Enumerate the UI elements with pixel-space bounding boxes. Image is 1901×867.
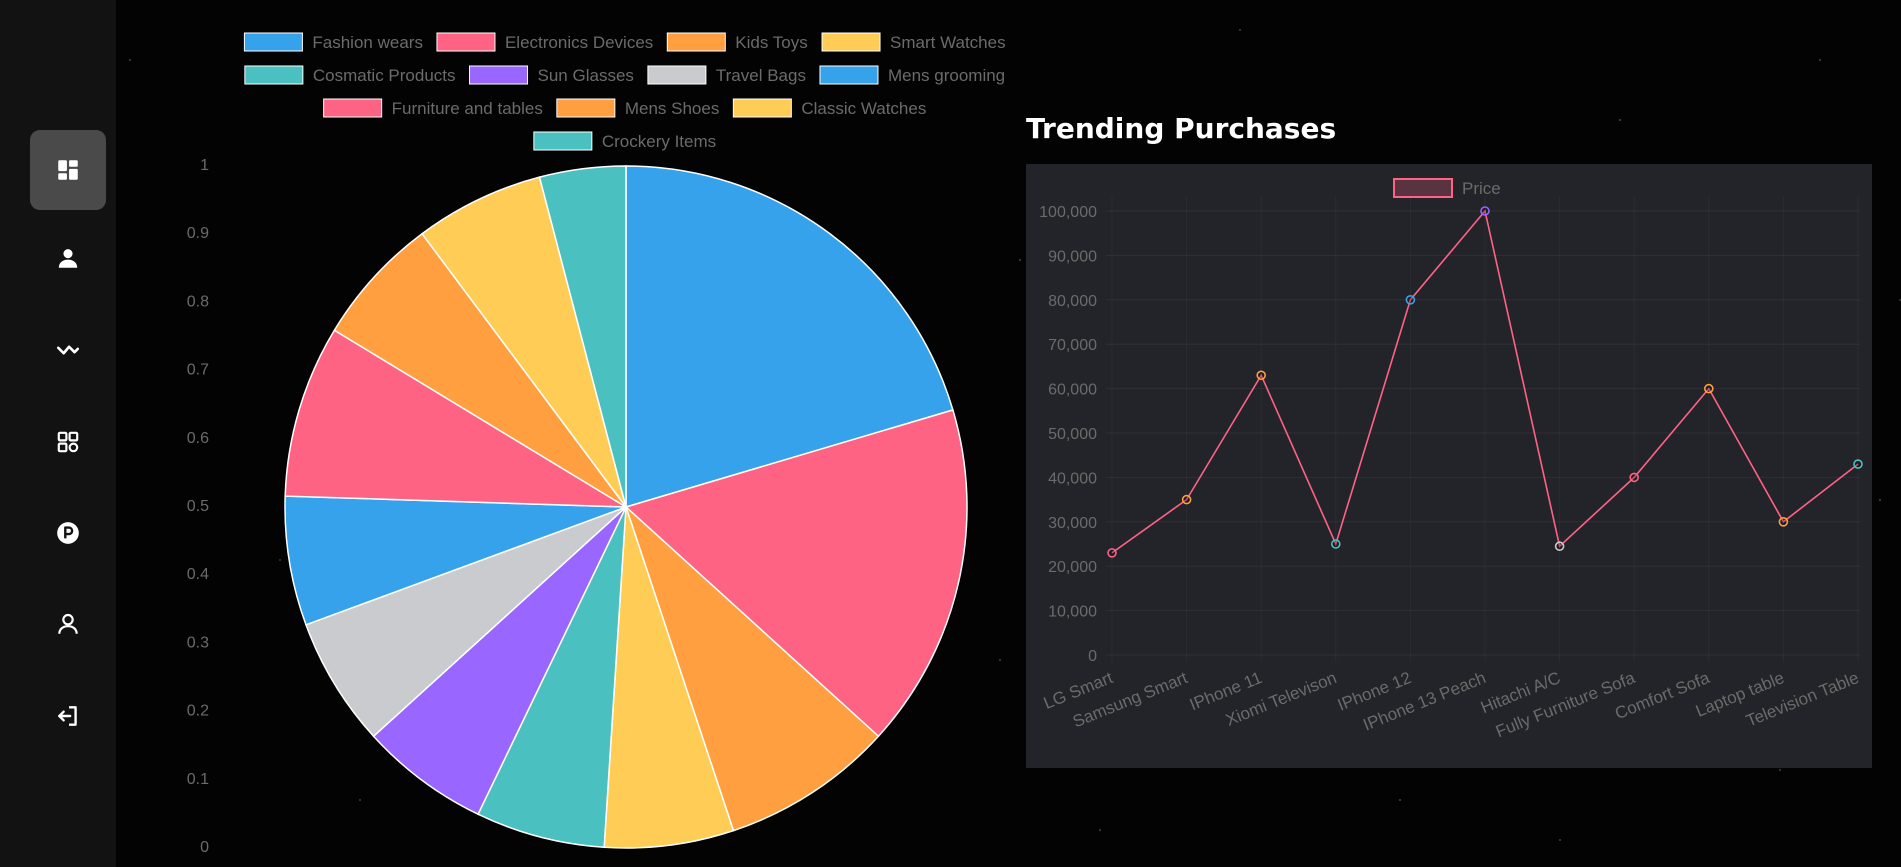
data-point [1107, 548, 1117, 558]
nav-parking[interactable] [30, 493, 106, 573]
legend-label: Classic Watches [801, 99, 926, 118]
category-pie-chart: Fashion wears Electronics Devices Kids Toy… [187, 32, 1006, 856]
y-tick-label: 40,000 [1048, 470, 1097, 487]
legend-label: Electronics Devices [505, 33, 653, 52]
y-tick-label: 0.8 [187, 293, 209, 310]
y-tick-label: 70,000 [1048, 337, 1097, 354]
y-tick-label: 50,000 [1048, 426, 1097, 443]
data-point [1853, 459, 1863, 469]
price-line [1111, 209, 1859, 554]
data-point [1704, 383, 1714, 394]
y-tick-label: 0.9 [187, 225, 209, 242]
pie-slice [624, 409, 968, 738]
legend-swatch [244, 65, 304, 85]
data-point [1405, 294, 1416, 305]
line-chart-panel [1026, 164, 1872, 768]
nav-profile[interactable] [30, 584, 106, 664]
legend-label: Smart Watches [890, 33, 1006, 52]
data-point [1778, 516, 1789, 527]
pie-slice [625, 165, 954, 509]
data-point [1554, 541, 1565, 552]
nav-user[interactable] [30, 218, 106, 298]
profile-icon [58, 613, 78, 634]
legend-label: Kids Toys [735, 33, 807, 52]
y-tick-label: 0.2 [187, 703, 209, 720]
y-tick-label: 100,000 [1039, 204, 1097, 221]
dashboard-icon [58, 160, 78, 180]
pie-slice [603, 506, 735, 849]
nav-dashboard[interactable] [30, 130, 106, 210]
legend-label: Price [1462, 179, 1501, 198]
pie-slice [477, 506, 627, 849]
pie-slice [333, 232, 627, 508]
data-point [1256, 370, 1266, 381]
parking-icon [57, 522, 79, 544]
y-tick-label: 60,000 [1048, 382, 1097, 399]
legend-swatch [323, 98, 383, 118]
nav-analytics[interactable] [30, 310, 106, 390]
y-tick-label: 30,000 [1048, 515, 1097, 532]
nav-logout[interactable] [30, 676, 106, 756]
pie-slice [284, 329, 629, 508]
y-tick-label: 0 [1088, 648, 1097, 665]
data-point [1480, 206, 1490, 216]
logout-icon [58, 706, 77, 726]
y-tick-label: 1 [200, 157, 209, 174]
trending-purchases-title: Trending Purchases [1026, 112, 1337, 145]
y-tick-label: 10,000 [1048, 604, 1097, 621]
data-point [1331, 539, 1341, 549]
legend-swatch [819, 65, 879, 85]
y-tick-label: 90,000 [1048, 248, 1097, 265]
legend-label: Crockery Items [602, 132, 716, 151]
legend-label: Sun Glasses [538, 66, 634, 85]
y-tick-label: 0.5 [187, 498, 209, 515]
legend-swatch [469, 65, 529, 85]
legend-label: Mens grooming [888, 66, 1005, 85]
nav-apps[interactable] [30, 402, 106, 482]
legend-swatch [556, 98, 616, 118]
legend-swatch [732, 98, 792, 118]
data-point [1629, 472, 1639, 483]
apps-icon [57, 431, 79, 453]
analytics-icon [56, 345, 80, 355]
data-point [1181, 494, 1192, 505]
y-tick-label: 0.1 [187, 771, 209, 788]
pie-slice [624, 504, 880, 832]
y-tick-label: 0.4 [187, 566, 209, 583]
y-tick-label: 0 [200, 839, 209, 856]
legend-swatch [436, 32, 496, 52]
legend-label: Mens Shoes [625, 99, 720, 118]
pie-slice [538, 165, 627, 508]
pie-slice [372, 506, 627, 816]
legend-swatch [1393, 178, 1453, 198]
y-tick-label: 0.6 [187, 430, 209, 447]
sidebar [0, 0, 116, 867]
pie-slice [305, 506, 627, 738]
y-tick-label: 0.7 [187, 362, 209, 379]
y-tick-label: 80,000 [1048, 293, 1097, 310]
y-tick-label: 20,000 [1048, 559, 1097, 576]
legend-label: Furniture and tables [392, 99, 543, 118]
pie-slice [284, 495, 627, 626]
legend-label: Fashion wears [312, 33, 423, 52]
legend-label: Cosmatic Products [313, 66, 456, 85]
legend-swatch [666, 32, 726, 52]
legend-label: Travel Bags [716, 66, 806, 85]
legend-swatch [243, 32, 303, 52]
legend-swatch [821, 32, 881, 52]
user-icon [58, 249, 78, 268]
pie-slice [420, 176, 627, 508]
y-tick-label: 0.3 [187, 634, 209, 651]
legend-swatch [533, 131, 593, 151]
legend-swatch [647, 65, 707, 85]
